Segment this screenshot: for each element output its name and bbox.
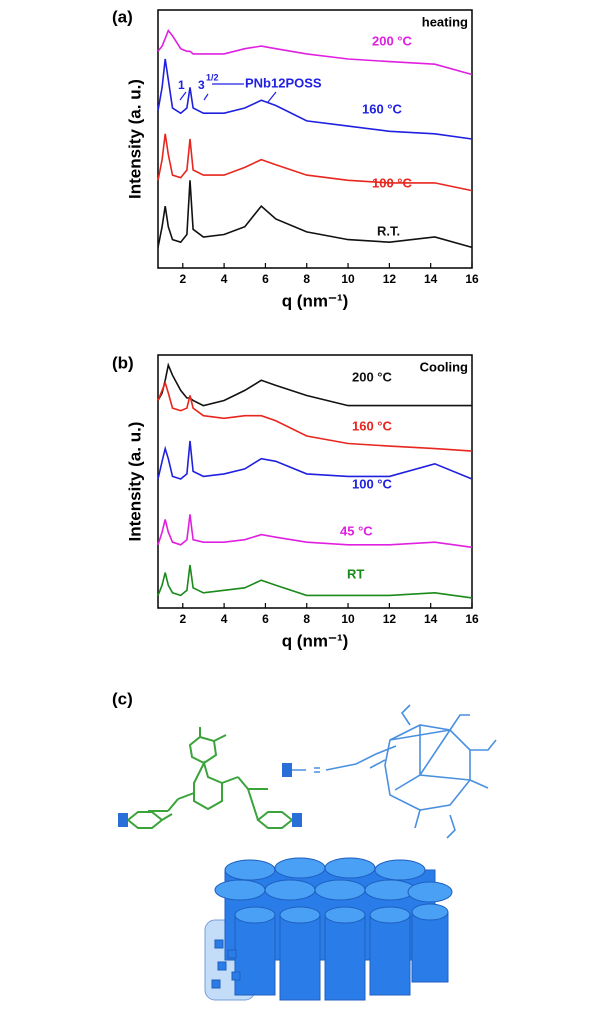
x-tick-label: 16 [465, 272, 479, 286]
cylinder-array [204, 857, 453, 1001]
panel-label: (b) [112, 353, 134, 372]
x-tick-label: 2 [179, 612, 186, 626]
data-line [157, 362, 472, 407]
series-label: 100 °C [352, 476, 393, 491]
arrow [179, 83, 277, 103]
peak-label: 1 [178, 78, 185, 92]
x-tick-label: 8 [303, 612, 310, 626]
annotation: heating [422, 14, 468, 29]
x-tick-label: 10 [341, 612, 355, 626]
annotation: Cooling [420, 359, 468, 374]
x-tick-label: 14 [424, 272, 438, 286]
data-line [157, 133, 473, 192]
panel-label: (c) [112, 689, 133, 708]
y-axis-label: Intensity (a. u.) [125, 422, 144, 542]
data-line [157, 29, 473, 76]
plot-frame [157, 9, 473, 269]
series-label: 160 °C [362, 101, 403, 116]
series-label: 45 °C [340, 523, 373, 538]
series-label: 200 °C [372, 33, 413, 48]
peak-label: 3 [198, 78, 205, 92]
molecule-left [118, 727, 302, 829]
x-tick-label: 14 [424, 612, 438, 626]
x-tick-label: 6 [262, 272, 269, 286]
series-label: 160 °C [352, 418, 393, 433]
data-line [157, 180, 473, 249]
plot-frame [157, 354, 473, 609]
series-label: RT [347, 566, 364, 581]
data-line [157, 380, 473, 452]
series-label: R.T. [377, 223, 400, 238]
molecule-right [282, 704, 497, 839]
data-line [157, 564, 473, 599]
series-label: 200 °C [352, 369, 393, 384]
series-label: 100 °C [372, 175, 413, 190]
x-tick-label: 4 [221, 272, 228, 286]
x-axis-label: q (nm⁻¹) [282, 291, 349, 310]
x-tick-label: 12 [383, 272, 397, 286]
panel-label: (a) [112, 7, 133, 26]
x-tick-label: 12 [383, 612, 397, 626]
peak-label: PNb12POSS [245, 75, 322, 90]
peak-label: 1/2 [206, 72, 219, 82]
y-axis-label: Intensity (a. u.) [125, 79, 144, 199]
data-line [157, 514, 473, 549]
x-tick-label: 8 [303, 272, 310, 286]
data-line [157, 440, 473, 480]
x-tick-label: 16 [465, 612, 479, 626]
data-line [157, 58, 473, 140]
x-tick-label: 4 [221, 612, 228, 626]
x-axis-label: q (nm⁻¹) [282, 631, 349, 650]
x-tick-label: 10 [341, 272, 355, 286]
x-tick-label: 2 [179, 272, 186, 286]
x-tick-label: 6 [262, 612, 269, 626]
